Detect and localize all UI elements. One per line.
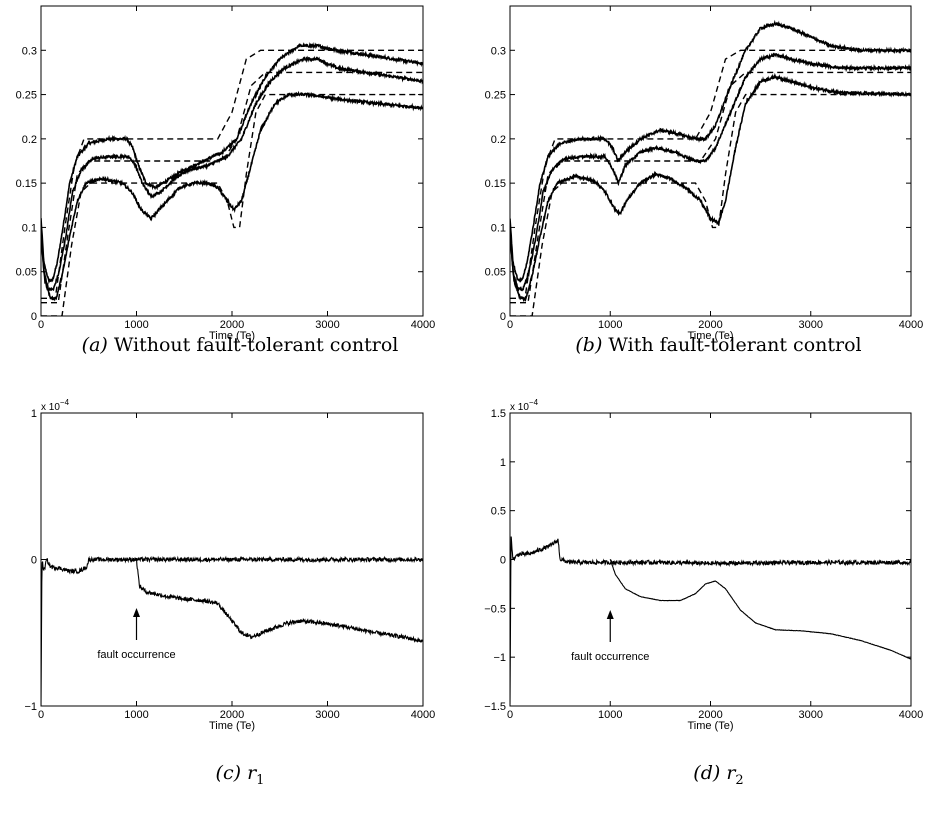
annotation-label: fault occurrence	[97, 649, 175, 661]
series-output-3	[510, 19, 911, 283]
y-tick-label: 0.05	[16, 267, 37, 279]
x-tick-label: 1000	[124, 319, 148, 331]
y-tick-label: 0.15	[485, 178, 506, 190]
series-reference-1	[510, 71, 911, 304]
series-output-0	[510, 536, 911, 705]
series-output-5	[41, 90, 423, 302]
annotation-arrow-head	[606, 610, 614, 619]
plot-area	[510, 536, 911, 705]
plot-area	[41, 555, 423, 706]
series-reference-2	[41, 93, 423, 316]
y-tick-label: 0.1	[22, 222, 37, 234]
exponent-power: −4	[60, 398, 70, 407]
x-tick-label: 0	[38, 319, 44, 331]
caption-math: r	[726, 762, 737, 784]
exponent-base: x 10	[510, 402, 529, 413]
y-tick-label: −1	[493, 652, 506, 664]
y-tick-label: 0.3	[22, 45, 37, 57]
y-tick-label: 0	[31, 311, 37, 323]
y-tick-label: 0.25	[16, 90, 37, 102]
x-axis-label: Time (Te)	[687, 330, 733, 342]
x-tick-label: 3000	[315, 709, 339, 721]
caption-label: (a)	[82, 334, 108, 356]
caption-label: (d)	[693, 762, 720, 784]
y-tick-label: 0.15	[16, 178, 37, 190]
x-axis-label: Time (Te)	[687, 720, 733, 732]
x-tick-label: 1000	[124, 709, 148, 721]
series-reference-1	[41, 71, 423, 304]
chart-d: 0 1000 2000 3000 4000 −1.5 −1 −0.5 0 0.5 1 1.5 Time …	[484, 398, 923, 788]
y-tick-label: 0	[31, 555, 37, 567]
annotation-label: fault occurrence	[571, 651, 649, 663]
x-tick-label: 2000	[220, 709, 244, 721]
chart-caption: (d) r2	[693, 762, 743, 788]
exponent-power: −4	[529, 398, 539, 407]
series-output-1	[135, 557, 423, 643]
series-output-0	[41, 555, 423, 706]
y-tick-label: −0.5	[484, 603, 506, 615]
y-tick-label: 0	[500, 555, 506, 567]
x-tick-label: 2000	[220, 319, 244, 331]
axis-exponent: x 10−4	[41, 398, 70, 413]
x-tick-label: 0	[507, 319, 513, 331]
y-tick-label: 0.05	[485, 267, 506, 279]
y-tick-label: −1	[24, 701, 37, 713]
x-tick-label: 1000	[598, 709, 622, 721]
y-tick-label: 0.3	[491, 45, 506, 57]
x-tick-label: 4000	[411, 709, 435, 721]
x-tick-label: 2000	[698, 319, 722, 331]
x-tick-label: 0	[38, 709, 44, 721]
x-tick-label: 1000	[598, 319, 622, 331]
y-tick-label: 0.2	[491, 134, 506, 146]
caption-text: Without fault-tolerant control	[108, 334, 399, 356]
y-tick-label: 1	[31, 408, 37, 420]
chart-caption: (c) r1	[216, 762, 265, 788]
caption-text: With fault-tolerant control	[602, 334, 861, 356]
y-tick-label: 0.25	[485, 90, 506, 102]
chart-b: 0 1000 2000 3000 4000 0 0.05 0.1 0.15 0.2 0.25 0.3 T…	[485, 5, 923, 356]
caption-label: (b)	[575, 334, 602, 356]
x-tick-label: 0	[507, 709, 513, 721]
series-output-5	[510, 72, 911, 303]
caption-subscript: 2	[735, 773, 743, 788]
exponent-base: x 10	[41, 402, 60, 413]
plot-area	[41, 42, 423, 316]
series-reference-0	[41, 49, 423, 299]
x-tick-label: 4000	[411, 319, 435, 331]
x-tick-label: 4000	[899, 319, 923, 331]
y-tick-label: 0.1	[491, 222, 506, 234]
caption-math: r	[247, 762, 258, 784]
series-output-4	[41, 55, 423, 292]
y-tick-label: 1	[500, 457, 506, 469]
series-reference-0	[510, 49, 911, 299]
series-reference-2	[510, 93, 911, 316]
chart-caption: (b) With fault-tolerant control	[575, 334, 861, 356]
series-output-4	[510, 52, 911, 293]
x-tick-label: 3000	[799, 709, 823, 721]
chart-a: 0 1000 2000 3000 4000 0 0.05 0.1 0.15 0.2 0.25 0.3 T…	[16, 5, 435, 356]
annotation-arrow-head	[133, 608, 140, 617]
series-output-1	[609, 559, 911, 660]
y-tick-label: 0	[500, 311, 506, 323]
y-tick-label: −1.5	[484, 701, 506, 713]
axis-exponent: x 10−4	[510, 398, 539, 413]
caption-subscript: 1	[256, 773, 264, 788]
x-tick-label: 3000	[799, 319, 823, 331]
x-axis-label: Time (Te)	[209, 720, 255, 732]
x-tick-label: 2000	[698, 709, 722, 721]
y-tick-label: 0.5	[491, 506, 506, 518]
plot-area	[510, 19, 911, 316]
x-axis-label: Time (Te)	[209, 330, 255, 342]
y-tick-label: 0.2	[22, 134, 37, 146]
x-tick-label: 4000	[899, 709, 923, 721]
chart-caption: (a) Without fault-tolerant control	[82, 334, 399, 356]
y-tick-label: 1.5	[491, 408, 506, 420]
x-tick-label: 3000	[315, 319, 339, 331]
caption-label: (c)	[216, 762, 241, 784]
series-output-3	[41, 42, 423, 285]
